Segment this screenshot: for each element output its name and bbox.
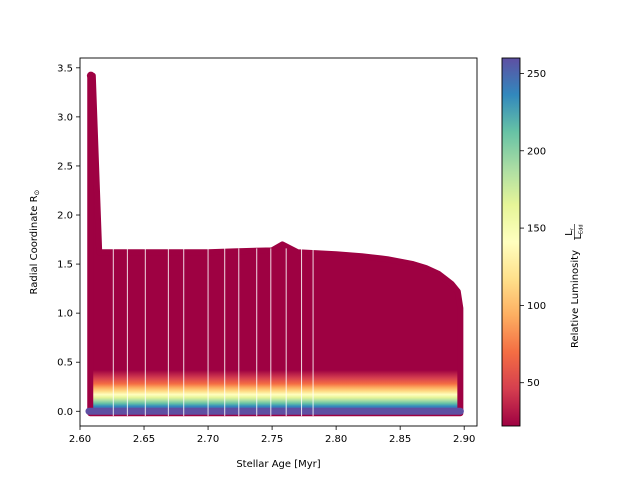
x-tick-label: 2.65: [133, 434, 155, 445]
colorbar-axis: 50 100 150 200 250: [520, 69, 546, 389]
colorbar-label-den: L: [573, 234, 584, 240]
y-tick-label: 2.0: [57, 211, 73, 222]
y-tick-label: 0.5: [57, 358, 73, 369]
y-tick-label: 3.0: [57, 112, 73, 123]
radius-luminosity-region: [87, 72, 464, 417]
colorbar-label-num-sub: r: [570, 227, 576, 230]
plot-frame: [79, 57, 478, 427]
x-tick-label: 2.70: [197, 434, 219, 445]
colorbar-tick-label: 100: [527, 301, 546, 312]
x-tick-label: 2.60: [69, 434, 91, 445]
x-tick-label: 2.90: [453, 434, 475, 445]
colorbar-tick-label: 150: [527, 224, 546, 235]
y-tick-label: 1.5: [57, 260, 73, 271]
colorbar-tick-label: 250: [527, 69, 546, 80]
y-tick-label: 3.5: [57, 63, 73, 74]
svg-text:LEdd: LEdd: [573, 224, 585, 239]
colorbar-tick-label: 200: [527, 146, 546, 157]
colorbar-label-num: L: [564, 230, 575, 236]
y-axis: 0.0 0.5 1.0 1.5 2.0 2.5 3.0 3.5: [57, 63, 80, 418]
y-tick-label: 0.0: [57, 407, 73, 418]
x-tick-label: 2.80: [325, 434, 347, 445]
svg-text:Relative Luminosity: Relative Luminosity: [570, 250, 581, 348]
colorbar-label: Relative Luminosity Lr LEdd: [564, 224, 585, 348]
colorbar-label-den-sub: Edd: [579, 224, 585, 234]
x-axis: 2.60 2.65 2.70 2.75 2.80 2.85 2.90: [69, 426, 475, 445]
x-axis-label: Stellar Age [Myr]: [236, 459, 320, 470]
colorbar-tick-label: 50: [527, 378, 540, 389]
x-tick-label: 2.85: [389, 434, 411, 445]
y-tick-label: 2.5: [57, 161, 73, 172]
x-tick-label: 2.75: [261, 434, 283, 445]
colorbar-label-text: Relative Luminosity: [570, 250, 581, 348]
y-tick-label: 1.0: [57, 309, 73, 320]
spike-cap: [86, 71, 95, 80]
colorbar: [501, 57, 521, 427]
y-axis-label: Radial Coordinate R⊙: [29, 190, 41, 295]
y-axis-label-text: Radial Coordinate R: [29, 195, 40, 294]
plot-area: [85, 71, 464, 417]
y-axis-label-sub: ⊙: [33, 190, 41, 196]
svg-text:Lr: Lr: [564, 227, 576, 236]
